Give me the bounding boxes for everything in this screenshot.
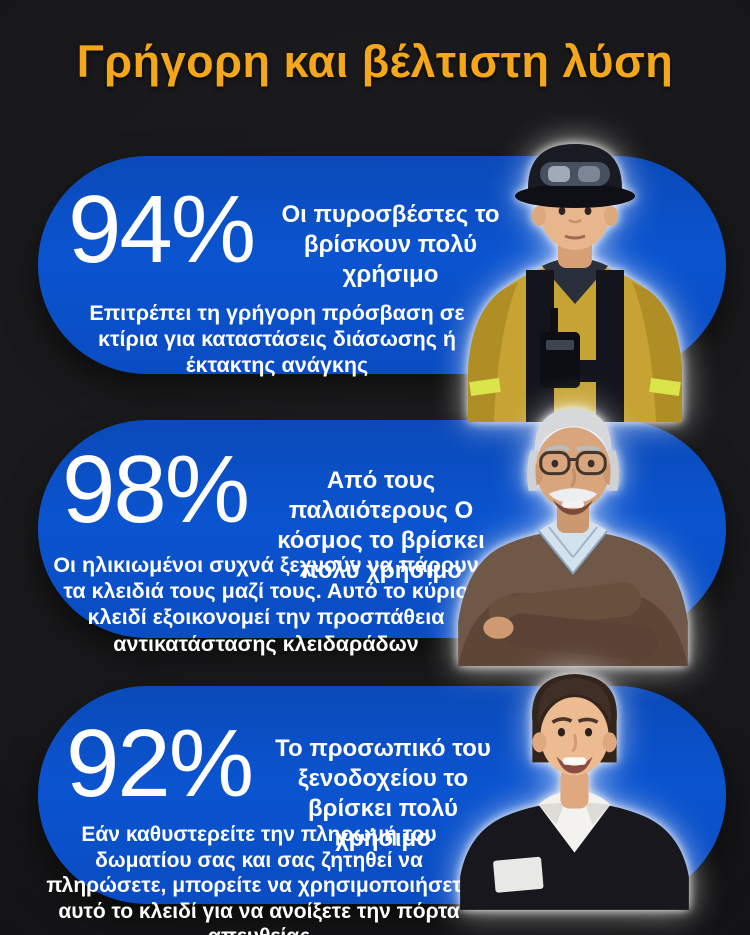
stat-description: Οι ηλικιωμένοι συχνά ξεχνούν να πάρουν τ… [53, 553, 479, 656]
stat-card-elderly: 98% Από τους παλαιότερους Ο κόσμος το βρ… [38, 408, 726, 666]
stat-percent: 98% [62, 436, 250, 543]
stat-heading: Οι πυροσβέστες το βρίσκουν πολύ χρήσιμο [281, 201, 500, 288]
hotel-staff-photo [432, 662, 718, 910]
stat-heading: Από τους παλαιότερους Ο κόσμος το βρίσκε… [277, 467, 485, 584]
stat-card-hotel-staff: 92% Το προσωπικό του ξενοδοχείου το βρίσ… [38, 674, 726, 935]
stat-percent: 92% [66, 710, 254, 817]
stat-card-firefighters: 94% Οι πυροσβέστες το βρίσκουν πολύ χρήσ… [38, 144, 726, 422]
stat-percent: 94% [68, 176, 256, 283]
stat-heading: Το προσωπικό του ξενοδοχείου το βρίσκει … [275, 735, 491, 852]
elderly-man-photo [436, 392, 710, 666]
stat-description: Εάν καθυστερείτε την πληρωμή του δωματίο… [46, 823, 472, 935]
stat-description: Επιτρέπει τη γρήγορη πρόσβαση σε κτίρια … [89, 301, 465, 378]
page-title: Γρήγορη και βέλτιστη λύση [76, 36, 674, 87]
firefighter-photo [430, 132, 720, 422]
